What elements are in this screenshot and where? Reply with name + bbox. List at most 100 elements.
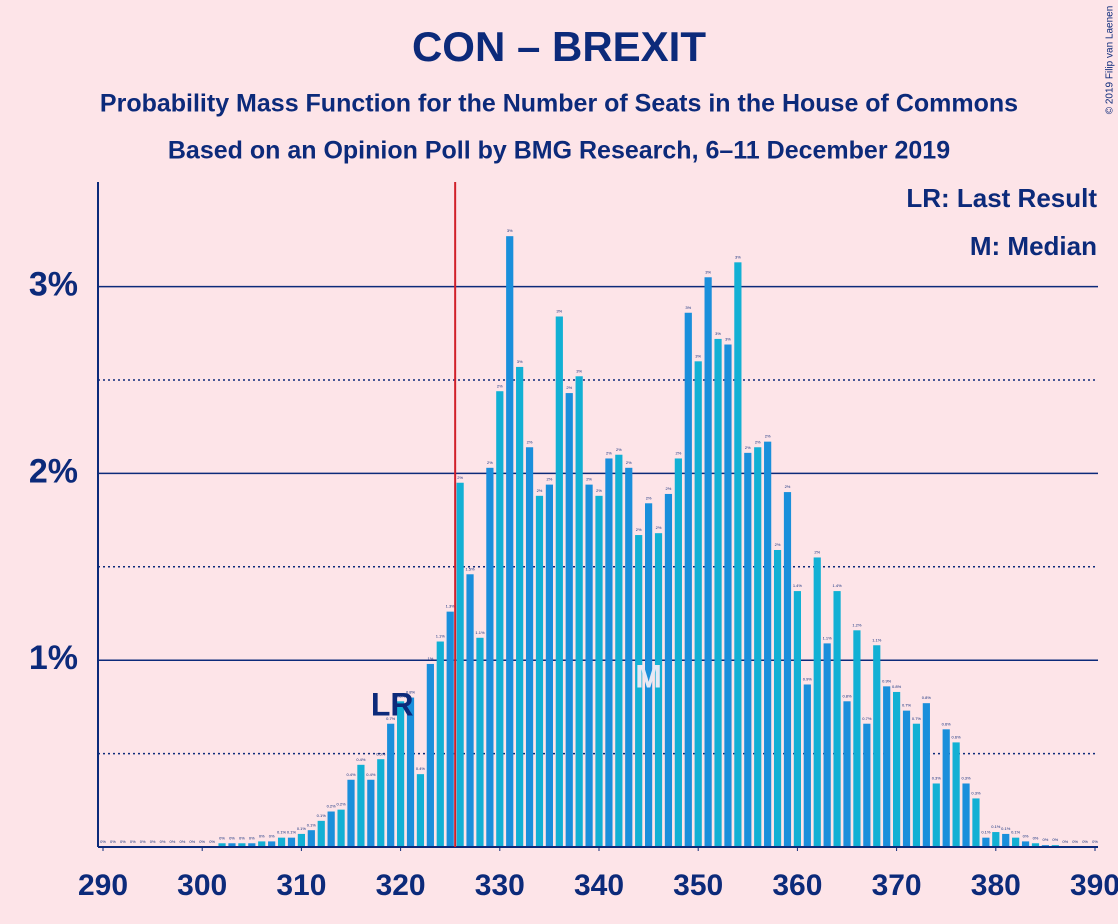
bar	[347, 779, 355, 847]
value-label: 0%	[199, 839, 205, 844]
bar	[744, 452, 752, 847]
bar	[813, 557, 821, 847]
value-label: 0.4%	[346, 772, 356, 777]
value-label: 2%	[666, 486, 672, 491]
bar	[1021, 841, 1030, 847]
value-label: 0%	[269, 833, 275, 838]
bar	[535, 495, 544, 847]
value-label: 0.7%	[862, 716, 872, 721]
value-label: 0.6%	[952, 734, 962, 739]
value-label: 0.1%	[307, 822, 317, 827]
value-label: 3%	[695, 353, 701, 358]
value-label: 0.1%	[991, 824, 1001, 829]
bar	[218, 843, 226, 847]
bar	[525, 447, 534, 847]
value-label: 3%	[517, 359, 523, 364]
value-label: 3%	[685, 305, 691, 310]
value-label: 0%	[1092, 839, 1098, 844]
value-label: 0%	[120, 839, 126, 844]
value-label: 0%	[1052, 837, 1058, 842]
bar	[476, 637, 484, 847]
x-tick-label: 340	[574, 869, 624, 902]
legend-entry: M: Median	[970, 231, 1097, 261]
value-label: 0.4%	[416, 766, 426, 771]
bar	[783, 492, 792, 847]
value-label: 0%	[249, 835, 255, 840]
value-label: 0.7%	[386, 716, 396, 721]
value-label: 0.8%	[892, 684, 902, 689]
bar	[843, 701, 851, 847]
bar	[387, 723, 395, 847]
bar	[764, 441, 772, 847]
legend-entry: LR: Last Result	[906, 183, 1097, 213]
bar	[982, 837, 990, 847]
value-label: 2%	[616, 447, 622, 452]
value-label: 3%	[735, 254, 741, 259]
bar	[714, 338, 722, 847]
value-label: 2%	[547, 477, 553, 482]
bar	[1012, 837, 1020, 847]
value-label: 2%	[497, 383, 503, 388]
bar	[734, 262, 742, 848]
bar	[297, 833, 305, 847]
bar	[406, 697, 415, 847]
value-label: 0%	[259, 833, 265, 838]
value-label: 2%	[814, 550, 820, 555]
x-tick-label: 370	[872, 869, 922, 902]
value-label: 0.3%	[932, 776, 942, 781]
bar	[337, 809, 345, 847]
bar	[486, 467, 494, 847]
value-label: 0.1%	[317, 813, 327, 818]
value-label: 2%	[566, 385, 572, 390]
y-tick-label: 3%	[29, 266, 78, 304]
value-label: 0.8%	[842, 693, 852, 698]
value-label: 0%	[1082, 839, 1088, 844]
bar	[823, 643, 831, 847]
bar	[545, 484, 553, 847]
bar	[277, 837, 286, 847]
value-label: 2%	[636, 527, 642, 532]
bar	[833, 591, 841, 847]
value-label: 0.9%	[803, 677, 813, 682]
value-label: 0.1%	[1011, 830, 1021, 835]
bar	[287, 837, 296, 847]
bar	[952, 742, 960, 847]
value-label: 0%	[189, 839, 195, 844]
x-tick-label: 290	[78, 869, 128, 902]
bar	[625, 467, 633, 847]
bar	[724, 344, 732, 847]
bar	[664, 493, 673, 847]
value-label: 2%	[596, 488, 602, 493]
value-label: 2%	[606, 451, 612, 456]
bar	[992, 832, 1000, 847]
value-label: 1.3%	[446, 604, 456, 609]
value-label: 0.8%	[396, 693, 406, 698]
bar	[555, 316, 563, 847]
chart-title: CON – BREXIT	[412, 23, 706, 70]
bar	[377, 759, 385, 847]
value-label: 0.3%	[971, 790, 981, 795]
value-label: 0.6%	[942, 721, 952, 726]
value-label: 0.7%	[902, 703, 912, 708]
value-label: 2%	[646, 495, 652, 500]
bar	[972, 798, 980, 847]
value-label: 1.5%	[465, 566, 475, 571]
value-label: 0.5%	[376, 751, 386, 756]
value-label: 0%	[100, 839, 106, 844]
bar	[466, 574, 474, 847]
bar	[932, 783, 940, 847]
value-label: 0.1%	[981, 830, 991, 835]
value-label: 1.1%	[436, 634, 446, 639]
y-tick-label: 2%	[29, 452, 78, 490]
bar	[863, 723, 871, 847]
value-label: 0.3%	[961, 776, 971, 781]
bar	[357, 764, 365, 847]
value-label: 0.8%	[406, 690, 416, 695]
value-label: 3%	[507, 228, 513, 233]
value-label: 2%	[755, 439, 761, 444]
x-tick-label: 390	[1070, 869, 1118, 902]
value-label: 0%	[209, 839, 215, 844]
value-label: 0%	[1043, 837, 1049, 842]
value-label: 3%	[725, 337, 731, 342]
value-label: 3%	[556, 309, 562, 314]
